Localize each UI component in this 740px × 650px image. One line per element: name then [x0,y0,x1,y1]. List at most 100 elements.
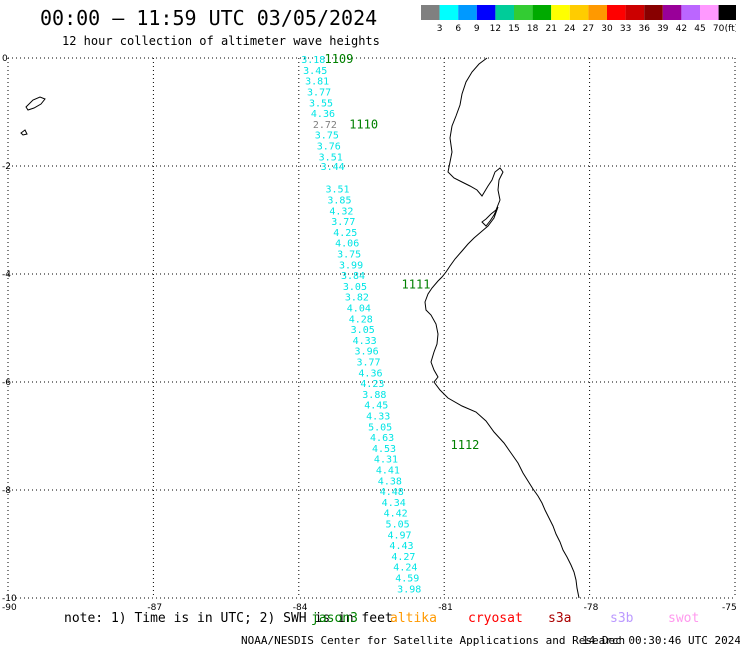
wave-height-reading: 3.77 [307,87,331,98]
wave-height-reading: 3.76 [317,141,341,152]
wave-height-reading: 5.05 [386,519,410,530]
legend-tick-label: 39 [657,24,669,34]
satellite-label-cryosat: cryosat [468,611,523,626]
wave-height-reading: 4.28 [349,314,373,325]
legend-swatch [718,5,736,20]
wave-height-reading: 4.36 [311,109,335,120]
legend-swatch [644,5,663,20]
wave-height-reading: 4.43 [389,541,413,552]
wave-height-reading: 4.31 [374,455,398,466]
legend-tick-label: 33 [620,24,631,34]
wave-height-reading: 4.33 [353,336,377,347]
altimeter-track: 3.183.453.813.773.554.362.723.753.763.51… [301,55,421,595]
pass-number-label: 1109 [324,52,353,66]
wave-height-reading: 4.24 [393,563,417,574]
wave-height-reading: 4.33 [366,411,390,422]
wave-height-reading: 4.45 [364,401,388,412]
wave-height-reading: 3.77 [331,217,355,228]
wave-height-reading: 4.41 [376,465,400,476]
wave-height-reading: 3.45 [303,66,327,77]
wave-height-reading: 3.84 [341,271,365,282]
wave-height-reading: 2.72 [313,120,337,131]
legend-tick-label: 15 [508,24,519,34]
satellite-label-s3a: s3a [548,611,572,626]
lon-label: -90 [2,603,17,610]
page-subtitle: 12 hour collection of altimeter wave hei… [62,34,380,48]
wave-height-map: 3.183.453.813.773.554.362.723.753.763.51… [2,52,737,610]
footer-timestamp: 14 Dec 00:30:46 UTC 2024 [582,634,740,647]
legend-tick-label: 3 [437,24,443,34]
wave-height-reading: 4.36 [358,368,382,379]
wave-height-reading: 3.77 [356,357,380,368]
legend-swatch [421,5,440,20]
legend-swatch [588,5,607,20]
galapagos-island [25,96,46,111]
legend-swatch [551,5,570,20]
wave-height-reading: 3.81 [305,77,329,88]
legend-tick-label: 45 [694,24,705,34]
satellite-label-altika: altika [390,611,437,626]
wave-height-reading: 3.99 [339,260,363,271]
legend-tick-label: 24 [564,24,576,34]
wave-height-reading: 4.97 [387,530,411,541]
lat-label: -4 [2,270,11,280]
wave-height-reading: 3.96 [355,347,379,358]
wave-height-reading: 3.98 [397,584,421,595]
wave-height-reading: 3.85 [327,195,351,206]
note-text: note: 1) Time is in UTC; 2) SWH is in fe… [64,611,393,626]
satellite-label-jason3: jason3 [311,611,358,626]
lon-label: -84 [293,603,308,610]
wave-height-reading: 4.34 [382,498,406,509]
wave-height-reading: 4.38 [378,476,402,487]
wave-height-reading: 3.51 [319,152,343,163]
wave-height-reading: 3.18 [301,55,325,66]
legend-swatch [625,5,645,20]
legend-swatch [495,5,514,20]
axis-labels: 0 -2 -4 -6 -8 -10-90 -87 -84 -81 -78 -75 [2,54,737,610]
lon-label: -78 [584,603,599,610]
pass-labels: 1109 1110 1111 1112 [324,52,479,452]
satellite-label-s3b: s3b [610,611,634,626]
lon-label: -87 [147,603,162,610]
legend-tick-label: 6 [455,24,461,34]
legend-swatch [439,5,459,20]
legend-swatch [458,5,477,20]
wave-height-reading: 3.88 [362,390,386,401]
page-title: 00:00 — 11:59 UTC 03/05/2024 [40,6,378,30]
wave-height-reading: 3.75 [315,131,339,142]
wave-height-reading: 4.59 [395,573,419,584]
legend-tick-label: 70 [713,24,725,34]
legend-swatch [569,5,589,20]
wave-height-reading: 3.75 [337,249,361,260]
pass-number-label: 1110 [349,117,378,131]
pass-number-label: 1111 [402,278,431,292]
galapagos-islet [20,129,28,136]
legend-tick-label: 27 [583,24,594,34]
legend-swatch [476,5,496,20]
satellite-label-swot: swot [668,611,700,626]
legend-swatch [514,5,533,20]
lon-label: -81 [438,603,453,610]
wave-height-reading: 4.27 [391,552,415,563]
legend-swatch [700,5,719,20]
wave-height-reading: 4.63 [370,433,394,444]
lat-label: 0 [2,54,8,64]
legend-tick-label: 21 [545,24,556,34]
pass-number-label: 1112 [451,438,480,452]
wave-height-reading: 4.25 [333,228,357,239]
lat-label: -10 [2,594,17,604]
credit-text: NOAA/NESDIS Center for Satellite Applica… [241,634,626,647]
wave-height-reading: 3.44 [321,162,345,173]
wave-height-reading: 3.05 [343,282,367,293]
wave-height-reading: 3.82 [345,293,369,304]
south-america-coastline [424,57,580,599]
legend-tick-label: 18 [527,24,539,34]
wave-height-reading: 4.42 [384,509,408,520]
wave-height-reading: 3.05 [351,325,375,336]
lat-label: -6 [2,378,11,388]
wave-height-reading: 4.48 [380,487,404,498]
legend-tick-label: 12 [490,24,501,34]
wave-height-reading: 4.53 [372,444,396,455]
wave-height-reading: 3.51 [325,185,349,196]
